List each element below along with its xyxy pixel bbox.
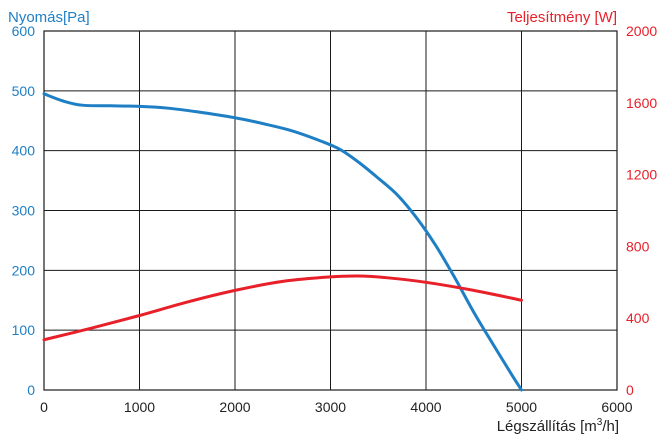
x-tick-label: 6000: [601, 399, 632, 415]
x-axis-title-superscript: 3: [597, 417, 603, 428]
x-tick-label: 5000: [506, 399, 537, 415]
grid: [43, 30, 618, 391]
right-y-tick-label: 1200: [626, 167, 657, 183]
right-y-tick-label: 0: [626, 382, 634, 398]
left-y-tick-label: 400: [12, 143, 36, 159]
x-axis-title-main: Légszállítás [m: [497, 418, 597, 435]
left-y-tick-label: 100: [12, 322, 36, 338]
right-y-tick-label: 1600: [626, 95, 657, 111]
x-tick-label: 0: [40, 399, 48, 415]
left-axis-title: Nyomás[Pa]: [8, 9, 90, 26]
right-axis-title: Teljesítmény [W]: [507, 9, 617, 26]
right-y-tick-label: 800: [626, 238, 650, 254]
x-axis-title-tail: /h]: [602, 418, 619, 435]
power-curve: [42, 274, 523, 342]
left-y-tick-label: 200: [12, 262, 36, 278]
x-tick-label: 4000: [410, 399, 441, 415]
series: [42, 92, 523, 392]
left-y-tick-label: 0: [27, 382, 35, 398]
x-axis-title: Légszállítás [m3/h]: [497, 417, 619, 435]
right-y-tick-labels: 0 400 800 1200 1600 2000: [626, 23, 657, 398]
right-y-tick-label: 400: [626, 310, 650, 326]
x-tick-label: 3000: [315, 399, 346, 415]
pressure-curve: [42, 92, 523, 392]
left-y-tick-label: 300: [12, 203, 36, 219]
plot-frame: [43, 30, 618, 391]
right-y-tick-label: 2000: [626, 23, 657, 39]
left-y-tick-labels: 0 100 200 300 400 500 600: [12, 23, 36, 398]
x-tick-label: 1000: [124, 399, 155, 415]
x-tick-label: 2000: [219, 399, 250, 415]
x-tick-labels: 0 1000 2000 3000 4000 5000 6000: [40, 399, 633, 415]
left-y-tick-label: 500: [12, 83, 36, 99]
left-y-tick-label: 600: [12, 23, 36, 39]
